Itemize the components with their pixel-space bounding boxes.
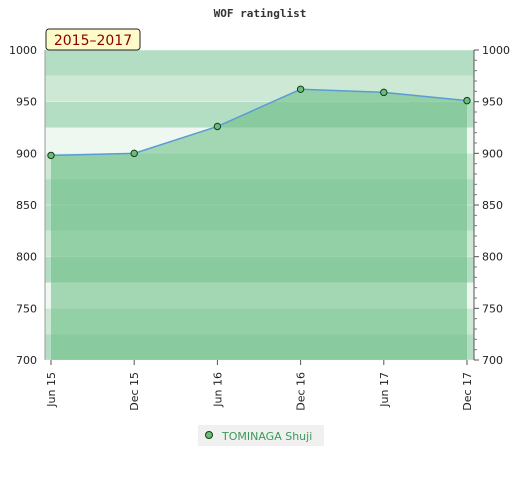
legend-marker <box>205 431 213 439</box>
legend[interactable]: TOMINAGA Shuji <box>198 425 324 446</box>
y-tick-label: 850 <box>16 199 37 212</box>
y-tick-label: 700 <box>16 354 37 367</box>
y-tick-label: 900 <box>482 147 503 160</box>
data-point <box>380 88 388 97</box>
y-tick-label: 900 <box>16 147 37 160</box>
period-badge: 2015–2017 <box>45 28 141 51</box>
y-tick-label: 800 <box>16 251 37 264</box>
x-tick-label: Dec 16 <box>295 372 308 411</box>
y-tick-label: 750 <box>482 302 503 315</box>
background-band <box>45 50 474 76</box>
x-tick-label: Dec 15 <box>128 372 141 411</box>
y-ticks-left: 700 750 800 850 900 950 1000 <box>9 44 37 367</box>
y-tick-label: 1000 <box>9 44 37 57</box>
y-tick-label: 1000 <box>482 44 510 57</box>
data-point <box>463 96 471 105</box>
series-markers <box>47 85 471 160</box>
y-tick-label: 950 <box>482 96 503 109</box>
legend-label: TOMINAGA Shuji <box>221 430 312 443</box>
x-ticks: Jun 15 Dec 15 Jun 16 Dec 16 Jun 17 Dec 17 <box>45 360 474 411</box>
x-tick-label: Jun 17 <box>378 372 391 408</box>
y-tick-label: 700 <box>482 354 503 367</box>
x-tick-label: Dec 17 <box>461 372 474 411</box>
y-minor-ticks-right <box>474 59 477 351</box>
chart-title: WOF ratinglist <box>214 7 307 20</box>
y-tick-label: 750 <box>16 302 37 315</box>
data-point <box>47 151 55 160</box>
y-tick-label: 950 <box>16 96 37 109</box>
series-line <box>50 88 468 157</box>
data-point <box>296 85 305 93</box>
data-point <box>213 122 222 131</box>
x-tick-label: Jun 16 <box>211 372 224 408</box>
series-area <box>51 89 467 361</box>
y-tick-label: 850 <box>482 199 503 212</box>
x-tick-label: Jun 15 <box>45 372 58 408</box>
legend-box <box>198 425 324 446</box>
period-badge-box <box>45 28 141 51</box>
y-ticks-right: 700 750 800 850 900 950 1000 <box>474 44 510 367</box>
period-badge-label: 2015–2017 <box>54 33 132 49</box>
y-tick-label: 800 <box>482 251 503 264</box>
data-point <box>130 149 138 158</box>
